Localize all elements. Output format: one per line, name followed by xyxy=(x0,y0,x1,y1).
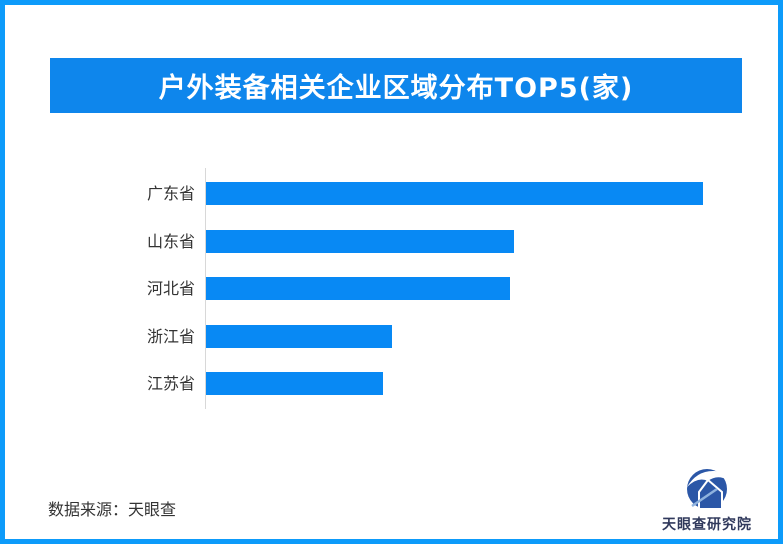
data-source-label: 数据来源：天眼查 xyxy=(48,500,177,519)
category-label: 广东省 xyxy=(146,184,195,203)
brand-logo: 天眼查研究院 xyxy=(657,465,757,534)
bar-广东省 xyxy=(206,182,703,205)
category-label: 山东省 xyxy=(146,232,195,251)
brand-logo-text: 天眼查研究院 xyxy=(662,517,752,533)
bar-浙江省 xyxy=(206,325,392,348)
bar-山东省 xyxy=(206,230,514,253)
category-label: 江苏省 xyxy=(146,374,195,393)
bar-江苏省 xyxy=(206,372,383,395)
tianyancha-logo-icon xyxy=(687,469,728,510)
bar-河北省 xyxy=(206,277,510,300)
category-label: 河北省 xyxy=(146,279,195,298)
chart-title-banner: 户外装备相关企业区域分布TOP5(家) xyxy=(50,58,742,113)
y-axis-line xyxy=(205,168,206,409)
category-label: 浙江省 xyxy=(146,327,195,346)
chart-title: 户外装备相关企业区域分布TOP5(家) xyxy=(158,73,634,104)
